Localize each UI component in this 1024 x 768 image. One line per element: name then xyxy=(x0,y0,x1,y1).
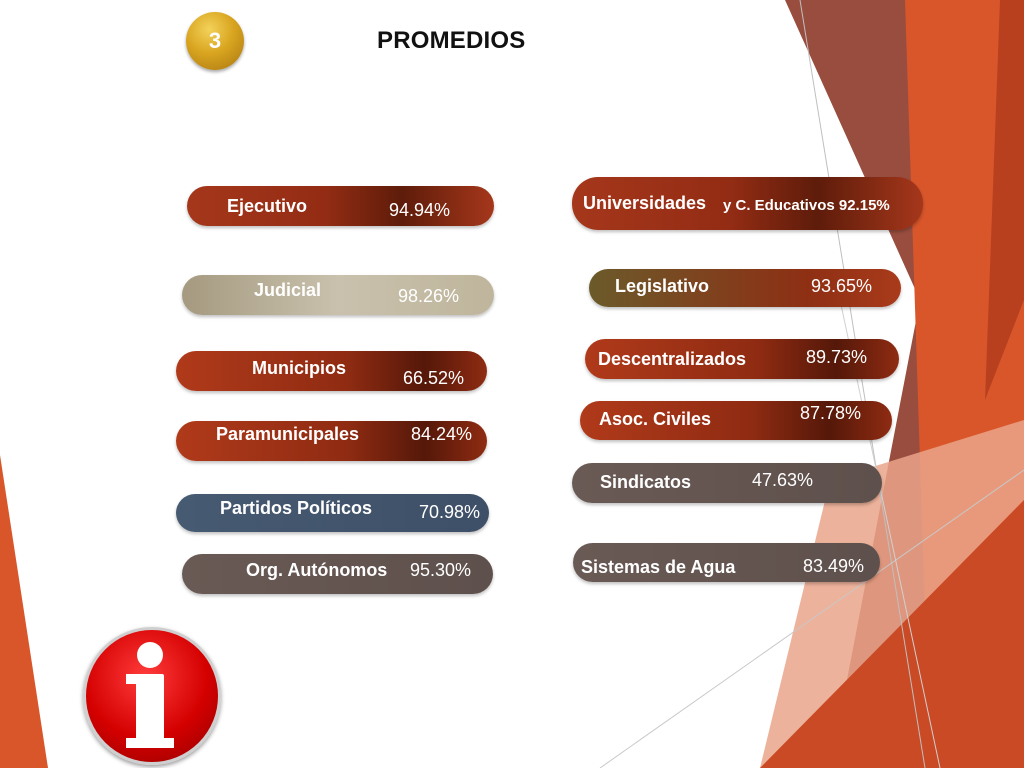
pill-ejecutivo: Ejecutivo 94.94% xyxy=(187,186,494,226)
pill-value: 84.24% xyxy=(411,424,473,444)
info-icon-foot xyxy=(126,738,174,748)
number-badge: 3 xyxy=(186,12,244,70)
decor-shape-rust xyxy=(760,500,1024,768)
decor-line-1 xyxy=(799,0,926,768)
decor-shape-dark xyxy=(985,0,1024,400)
pill-label: Sistemas de Agua xyxy=(581,557,736,577)
pill-asoc-civiles: Asoc. Civiles 87.78% xyxy=(580,401,892,440)
pill-label: Sindicatos xyxy=(600,472,692,492)
pill-label: Org. Autónomos xyxy=(246,560,388,580)
pill-value: 95.30% xyxy=(410,560,472,580)
pill-label: Paramunicipales xyxy=(216,424,360,444)
page-title: PROMEDIOS xyxy=(377,27,526,54)
pill-value: 98.26% xyxy=(398,286,460,306)
pill-sindicatos: Sindicatos 47.63% xyxy=(572,463,882,503)
pill-municipios: Municipios 66.52% xyxy=(176,351,487,391)
pill-label: Municipios xyxy=(252,358,346,378)
decor-line-2 xyxy=(599,469,1024,768)
decor-shape-left xyxy=(0,455,48,768)
pill-label: Partidos Políticos xyxy=(220,498,373,518)
pill-label: Universidades xyxy=(583,193,707,213)
info-icon-dot xyxy=(137,642,163,668)
pill-value: 66.52% xyxy=(403,368,465,388)
pill-label-suffix: y C. Educativos 92.15% xyxy=(723,197,890,214)
pill-judicial: Judicial 98.26% xyxy=(182,275,494,315)
pill-value: 47.63% xyxy=(752,470,814,490)
pill-value: 83.49% xyxy=(803,556,865,576)
pill-sistemas-de-agua: Sistemas de Agua 83.49% xyxy=(573,543,880,582)
info-icon-stem xyxy=(136,674,164,746)
pill-partidos-politicos: Partidos Políticos 70.98% xyxy=(176,494,489,532)
info-icon xyxy=(83,627,221,765)
slide-number: 3 xyxy=(208,28,222,53)
pill-value: 89.73% xyxy=(806,347,868,367)
pill-label: Ejecutivo xyxy=(227,196,308,216)
pill-value: 94.94% xyxy=(389,200,451,220)
pill-value: 70.98% xyxy=(419,502,481,522)
pill-descentralizados: Descentralizados 89.73% xyxy=(585,339,899,379)
pill-universidades: Universidades y C. Educativos 92.15% xyxy=(572,177,923,230)
pill-label: Legislativo xyxy=(615,276,710,296)
pill-label: Judicial xyxy=(254,280,322,300)
pill-legislativo: Legislativo 93.65% xyxy=(589,269,901,307)
info-icon-serif xyxy=(126,674,138,684)
pill-label: Asoc. Civiles xyxy=(599,409,712,429)
pill-value: 93.65% xyxy=(811,276,873,296)
pill-org-autonomos: Org. Autónomos 95.30% xyxy=(182,554,493,594)
pill-value: 87.78% xyxy=(800,403,862,423)
pill-paramunicipales: Paramunicipales 84.24% xyxy=(176,421,487,461)
pill-label: Descentralizados xyxy=(598,349,747,369)
